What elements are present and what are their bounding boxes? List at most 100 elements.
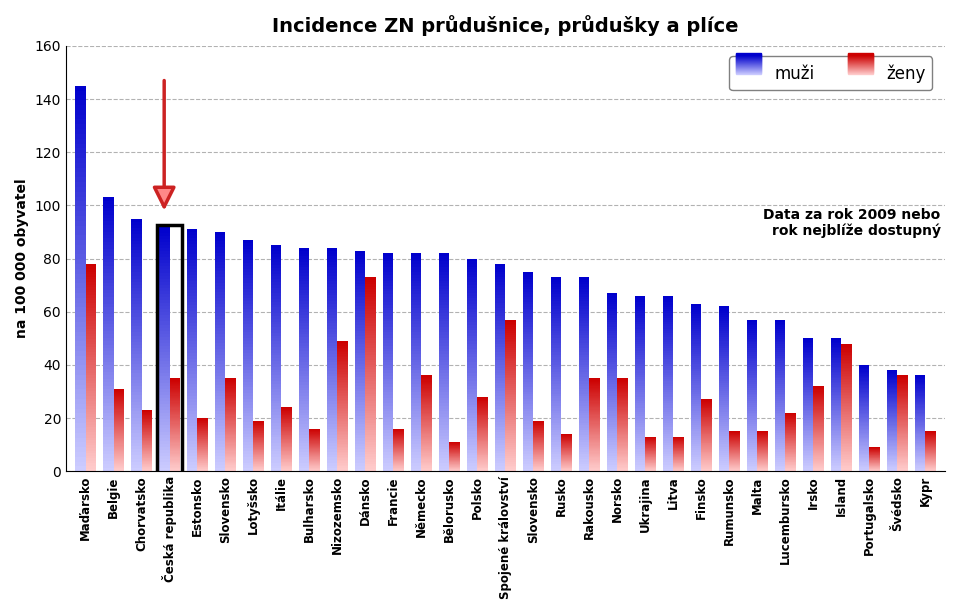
Bar bbox=[338, 387, 348, 388]
Bar bbox=[607, 456, 617, 458]
Bar bbox=[215, 340, 226, 343]
Bar bbox=[439, 316, 449, 319]
Bar bbox=[170, 453, 180, 454]
Bar bbox=[75, 149, 85, 154]
Bar bbox=[131, 251, 141, 254]
Bar bbox=[85, 326, 96, 328]
Bar bbox=[803, 360, 813, 362]
Bar bbox=[662, 386, 673, 388]
Bar bbox=[579, 467, 589, 469]
Bar bbox=[215, 394, 226, 397]
Bar bbox=[215, 435, 226, 438]
Bar bbox=[662, 344, 673, 346]
Bar bbox=[467, 285, 477, 288]
Bar bbox=[198, 436, 208, 437]
Bar bbox=[551, 442, 562, 445]
Bar bbox=[589, 438, 600, 440]
Bar bbox=[719, 451, 730, 453]
Bar bbox=[158, 355, 170, 358]
Bar bbox=[803, 346, 813, 348]
Bar bbox=[551, 316, 562, 319]
Bar bbox=[841, 379, 852, 380]
Bar bbox=[243, 364, 253, 367]
Bar bbox=[617, 462, 628, 463]
Bar bbox=[187, 260, 198, 263]
Bar bbox=[887, 464, 898, 465]
Bar bbox=[85, 290, 96, 292]
Bar bbox=[589, 391, 600, 392]
Bar bbox=[691, 448, 702, 450]
Bar bbox=[299, 398, 309, 402]
Bar bbox=[170, 399, 180, 400]
Bar bbox=[439, 327, 449, 330]
Bar bbox=[803, 357, 813, 359]
Bar bbox=[607, 306, 617, 309]
Bar bbox=[887, 468, 898, 470]
Bar bbox=[383, 433, 394, 436]
Bar bbox=[803, 433, 813, 435]
Bar bbox=[859, 431, 870, 433]
Bar bbox=[383, 330, 394, 332]
Bar bbox=[702, 465, 712, 466]
Bar bbox=[215, 336, 226, 340]
Bar bbox=[75, 225, 85, 230]
Bar bbox=[421, 402, 432, 403]
Bar bbox=[113, 405, 124, 406]
Bar bbox=[439, 457, 449, 460]
Bar bbox=[85, 438, 96, 440]
Bar bbox=[506, 362, 516, 363]
Bar bbox=[411, 297, 421, 300]
Bar bbox=[747, 388, 757, 390]
Bar bbox=[421, 460, 432, 462]
Bar bbox=[589, 442, 600, 443]
Bar bbox=[830, 421, 841, 423]
Bar bbox=[141, 427, 152, 429]
Bar bbox=[841, 344, 852, 345]
Bar bbox=[467, 429, 477, 432]
Bar bbox=[226, 397, 236, 398]
Bar bbox=[326, 404, 338, 407]
Bar bbox=[338, 370, 348, 372]
Bar bbox=[131, 288, 141, 291]
Bar bbox=[803, 398, 813, 400]
Bar bbox=[775, 443, 785, 445]
Bar bbox=[187, 278, 198, 281]
Bar bbox=[898, 411, 908, 413]
Bar bbox=[691, 435, 702, 438]
Bar bbox=[281, 444, 292, 445]
Bar bbox=[662, 368, 673, 370]
Bar bbox=[859, 458, 870, 459]
Bar bbox=[75, 375, 85, 379]
Bar bbox=[662, 416, 673, 419]
Bar bbox=[691, 335, 702, 337]
Bar bbox=[411, 300, 421, 302]
Bar bbox=[898, 426, 908, 427]
Bar bbox=[141, 467, 152, 468]
Bar bbox=[662, 328, 673, 331]
Bar bbox=[915, 377, 925, 378]
Bar bbox=[775, 354, 785, 356]
Bar bbox=[226, 390, 236, 391]
Bar bbox=[635, 320, 645, 322]
Bar bbox=[271, 336, 281, 338]
Bar bbox=[355, 389, 366, 391]
Bar bbox=[467, 282, 477, 285]
Bar bbox=[113, 468, 124, 469]
Bar bbox=[506, 441, 516, 443]
Bar bbox=[898, 465, 908, 467]
Bar bbox=[898, 438, 908, 439]
Bar bbox=[215, 357, 226, 360]
Bar bbox=[439, 406, 449, 408]
Bar bbox=[355, 405, 366, 408]
Bar bbox=[841, 465, 852, 467]
Bar bbox=[281, 420, 292, 421]
Bar bbox=[75, 433, 85, 438]
Bar bbox=[253, 456, 264, 457]
Bar bbox=[785, 459, 796, 460]
Bar bbox=[719, 381, 730, 383]
Bar bbox=[898, 405, 908, 406]
Bar bbox=[366, 352, 376, 355]
Bar bbox=[75, 303, 85, 308]
Bar bbox=[691, 463, 702, 465]
Bar bbox=[85, 279, 96, 282]
